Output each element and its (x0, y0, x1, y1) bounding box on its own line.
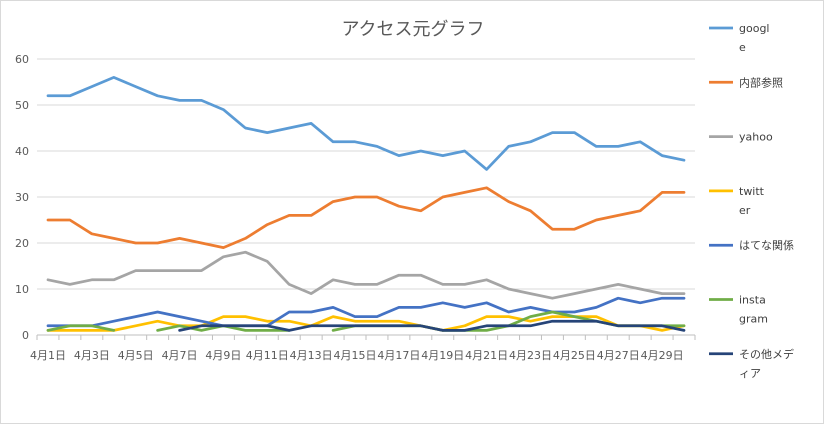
legend-item: yahoo (709, 131, 773, 144)
y-tick-label: 0 (22, 329, 29, 342)
x-tick-label: 4月27日 (597, 349, 640, 362)
legend-item: 内部参照 (709, 75, 783, 89)
y-tick-label: 20 (15, 237, 29, 250)
legend-label: 内部参照 (739, 75, 783, 89)
series-line (46, 186, 686, 249)
y-tick-label: 50 (15, 99, 29, 112)
legend-label: googl (739, 22, 769, 35)
x-tick-label: 4月13日 (290, 349, 333, 362)
legend-item: googl e (709, 22, 769, 54)
series-line (46, 296, 686, 328)
x-tick-label: 4月23日 (509, 349, 552, 362)
legend-label-continued: e (739, 41, 746, 54)
legend-label: insta (739, 294, 766, 307)
chart-title: アクセス元グラフ (341, 19, 484, 40)
x-tick-label: 4月17日 (377, 349, 420, 362)
x-tick-label: 4月7日 (162, 349, 198, 362)
x-tick-label: 4月9日 (205, 349, 241, 362)
legend-item: insta gram (709, 294, 768, 326)
x-tick-label: 4月11日 (246, 349, 289, 362)
x-tick-label: 4月1日 (30, 349, 66, 362)
series-line (178, 319, 686, 332)
legend-item: twitt er (709, 185, 765, 217)
legend-label-continued: gram (739, 313, 768, 326)
legend-item: はてな関係 (709, 239, 794, 252)
x-axis-ticks: 4月1日 4月3日 4月5日 4月7日 4月9日 4月11日 4月13日 4月15日 4月17日… (30, 335, 696, 362)
legend: googl e 内部参照 yahoo twitt er はてな関係 insta gram その他メ… (709, 22, 794, 380)
y-tick-label: 40 (15, 145, 29, 158)
legend-label: その他メデ (739, 347, 794, 361)
series-line (46, 250, 686, 300)
y-tick-label: 10 (15, 283, 29, 296)
x-tick-label: 4月19日 (421, 349, 464, 362)
y-tick-label: 30 (15, 191, 29, 204)
series-line (46, 76, 686, 171)
x-tick-label: 4月15日 (334, 349, 377, 362)
legend-label: はてな関係 (739, 239, 794, 252)
x-tick-label: 4月5日 (118, 349, 154, 362)
legend-label: yahoo (739, 131, 773, 144)
series-lines (46, 76, 686, 332)
x-tick-label: 4月21日 (465, 349, 508, 362)
legend-label-continued: er (739, 204, 751, 217)
x-tick-label: 4月25日 (553, 349, 596, 362)
x-tick-label: 4月3日 (74, 349, 110, 362)
legend-label: twitt (739, 185, 765, 198)
y-tick-label: 60 (15, 53, 29, 66)
y-axis-ticks: 0 10 20 30 40 50 60 (15, 53, 29, 342)
legend-label-continued: ィア (739, 367, 761, 380)
x-tick-label: 4月29日 (641, 349, 684, 362)
